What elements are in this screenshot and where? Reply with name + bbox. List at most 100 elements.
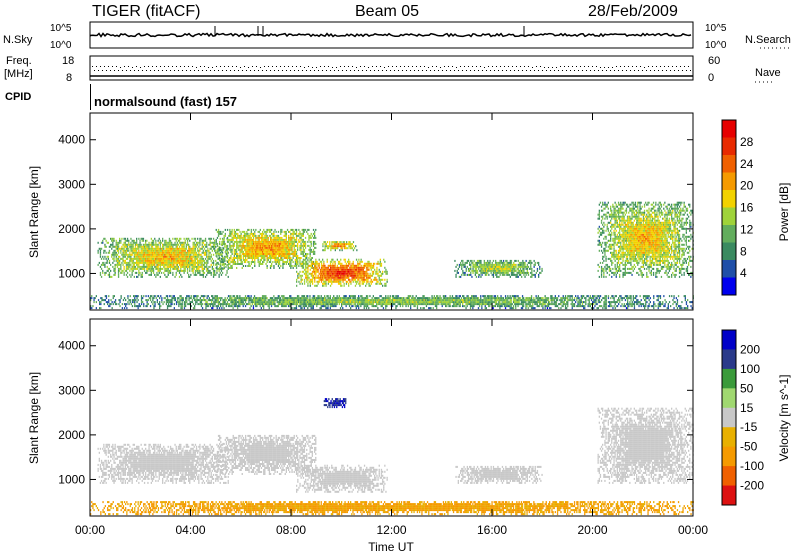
echo-cell: [308, 244, 310, 247]
echo-cell: [163, 243, 165, 246]
nave-dot: [308, 66, 309, 67]
echo-cell: [489, 259, 491, 262]
echo-cell: [114, 251, 116, 254]
echo-cell: [283, 257, 285, 259]
echo-cell: [150, 265, 152, 268]
echo-cell: [620, 247, 622, 250]
echo-cell: [219, 271, 221, 274]
echo-cell: [167, 249, 169, 252]
nave-dot: [514, 70, 515, 71]
echo-cell: [252, 248, 255, 251]
radar-title: TIGER (fitACF): [92, 3, 200, 20]
echo-cell: [215, 249, 217, 252]
echo-cell: [154, 249, 156, 252]
echo-cell: [597, 239, 599, 242]
echo-cell: [246, 255, 248, 257]
echo-cell: [290, 246, 292, 249]
echo-cell: [158, 255, 160, 258]
echo-cell: [159, 267, 161, 270]
echo-cell: [175, 255, 177, 258]
echo-cell: [385, 282, 387, 285]
echo-cell: [212, 243, 215, 246]
echo-cell: [342, 241, 344, 244]
echo-cell: [292, 253, 294, 255]
echo-region: [597, 201, 694, 278]
echo-cell: [251, 246, 254, 249]
echo-cell: [476, 263, 479, 266]
echo-cell: [240, 248, 242, 251]
echo-cell: [339, 241, 341, 244]
echo-cell: [374, 278, 376, 281]
nave-dot: [352, 66, 353, 67]
echo-cell: [454, 269, 456, 272]
echo-cell: [278, 248, 281, 251]
echo-cell: [264, 259, 266, 261]
echo-cell: [115, 257, 117, 260]
echo-cell: [231, 267, 233, 269]
echo-cell: [269, 265, 272, 267]
echo-cell: [264, 246, 266, 249]
echo-cell: [186, 271, 189, 274]
nave-dot: [524, 66, 525, 67]
echo-cell: [233, 248, 235, 251]
echo-cell: [602, 215, 604, 218]
echo-cell: [290, 263, 292, 265]
echo-cell: [640, 269, 642, 272]
echo-cell: [193, 263, 195, 266]
echo-cell: [129, 269, 131, 272]
echo-cell: [142, 265, 145, 268]
echo-cell: [211, 261, 213, 264]
echo-cell: [211, 267, 213, 270]
echo-cell: [304, 244, 307, 247]
echo-cell: [231, 265, 233, 267]
echo-cell: [255, 244, 257, 247]
nave-dot: [254, 70, 255, 71]
echo-cell: [97, 263, 99, 266]
echo-cell: [229, 232, 231, 235]
echo-cell: [178, 253, 181, 256]
echo-cell: [112, 239, 114, 242]
echo-cell: [291, 253, 293, 255]
echo-cell: [177, 249, 180, 252]
echo-cell: [110, 237, 112, 240]
echo-cell: [247, 257, 249, 259]
echo-cell: [245, 232, 247, 235]
echo-cell: [132, 239, 134, 242]
echo-cell: [626, 267, 629, 270]
echo-cell: [209, 251, 211, 254]
echo-cell: [114, 267, 116, 270]
echo-cell: [178, 269, 181, 272]
echo-cell: [167, 261, 169, 264]
echo-cell: [105, 261, 107, 264]
echo-cell: [154, 257, 156, 260]
echo-cell: [626, 247, 629, 250]
echo-cell: [169, 267, 172, 270]
echo-cell: [611, 259, 613, 262]
echo-cell: [611, 231, 613, 234]
echo-cell: [470, 265, 472, 268]
echo-cell: [125, 243, 128, 246]
echo-cell: [324, 249, 326, 252]
echo-cell: [141, 247, 143, 250]
nave-dot: [430, 70, 431, 71]
echo-cell: [366, 276, 368, 279]
echo-cell: [462, 261, 464, 264]
echo-cell: [311, 278, 314, 281]
echo-cell: [292, 230, 294, 233]
echo-cell: [207, 259, 209, 262]
echo-cell: [192, 261, 194, 264]
echo-cell: [284, 253, 286, 255]
echo-cell: [201, 259, 203, 262]
echo-cell: [209, 257, 211, 260]
echo-cell: [206, 259, 208, 262]
echo-cell: [350, 282, 352, 285]
echo-cell: [251, 238, 254, 241]
echo-cell: [202, 267, 204, 270]
echo-cell: [190, 247, 192, 250]
echo-cell: [266, 238, 268, 241]
echo-cell: [186, 243, 189, 246]
echo-cell: [124, 239, 126, 242]
echo-cell: [638, 247, 640, 250]
echo-cell: [175, 243, 177, 246]
nave-dot: [410, 70, 411, 71]
